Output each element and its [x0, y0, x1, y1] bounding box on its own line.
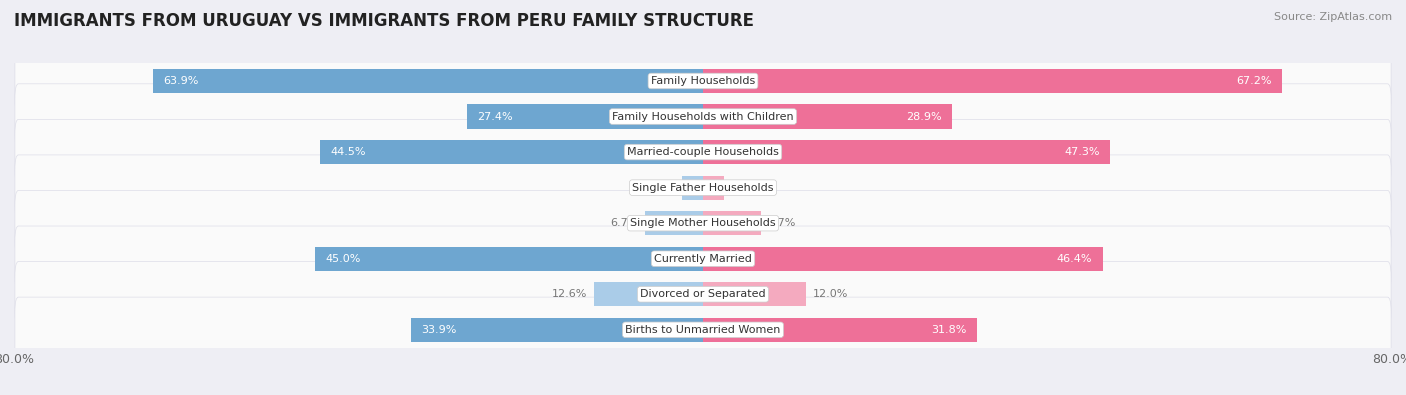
Text: 45.0%: 45.0%	[326, 254, 361, 264]
Bar	[595, 282, 703, 307]
Bar	[703, 140, 1111, 164]
Text: 47.3%: 47.3%	[1064, 147, 1099, 157]
FancyBboxPatch shape	[15, 84, 1391, 149]
Text: IMMIGRANTS FROM URUGUAY VS IMMIGRANTS FROM PERU FAMILY STRUCTURE: IMMIGRANTS FROM URUGUAY VS IMMIGRANTS FR…	[14, 12, 754, 30]
FancyBboxPatch shape	[15, 119, 1391, 185]
Bar	[703, 175, 724, 200]
Text: Source: ZipAtlas.com: Source: ZipAtlas.com	[1274, 12, 1392, 22]
Text: Divorced or Separated: Divorced or Separated	[640, 289, 766, 299]
Bar	[319, 140, 703, 164]
Text: Births to Unmarried Women: Births to Unmarried Women	[626, 325, 780, 335]
FancyBboxPatch shape	[15, 155, 1391, 220]
FancyBboxPatch shape	[15, 297, 1391, 363]
FancyBboxPatch shape	[15, 261, 1391, 327]
Text: 44.5%: 44.5%	[330, 147, 366, 157]
Text: Single Father Households: Single Father Households	[633, 182, 773, 193]
Text: 2.4%: 2.4%	[731, 182, 759, 193]
Text: 6.7%: 6.7%	[768, 218, 796, 228]
Text: 27.4%: 27.4%	[478, 111, 513, 122]
Text: 28.9%: 28.9%	[905, 111, 942, 122]
Bar	[703, 318, 977, 342]
Text: Married-couple Households: Married-couple Households	[627, 147, 779, 157]
Bar	[467, 104, 703, 129]
Bar	[703, 211, 761, 235]
Text: 33.9%: 33.9%	[422, 325, 457, 335]
Bar	[682, 175, 703, 200]
Text: Currently Married: Currently Married	[654, 254, 752, 264]
FancyBboxPatch shape	[15, 226, 1391, 292]
Bar	[703, 69, 1282, 93]
Text: 12.6%: 12.6%	[553, 289, 588, 299]
FancyBboxPatch shape	[15, 48, 1391, 114]
Bar	[411, 318, 703, 342]
Text: Family Households with Children: Family Households with Children	[612, 111, 794, 122]
Text: 31.8%: 31.8%	[931, 325, 966, 335]
Text: Single Mother Households: Single Mother Households	[630, 218, 776, 228]
Bar	[645, 211, 703, 235]
Text: 63.9%: 63.9%	[163, 76, 198, 86]
Text: 67.2%: 67.2%	[1236, 76, 1271, 86]
Text: 12.0%: 12.0%	[813, 289, 849, 299]
Bar	[703, 282, 807, 307]
Bar	[153, 69, 703, 93]
Text: 2.4%: 2.4%	[647, 182, 675, 193]
Bar	[703, 246, 1102, 271]
Bar	[315, 246, 703, 271]
FancyBboxPatch shape	[15, 190, 1391, 256]
Text: Family Households: Family Households	[651, 76, 755, 86]
Bar	[703, 104, 952, 129]
Text: 6.7%: 6.7%	[610, 218, 638, 228]
Text: 46.4%: 46.4%	[1057, 254, 1092, 264]
